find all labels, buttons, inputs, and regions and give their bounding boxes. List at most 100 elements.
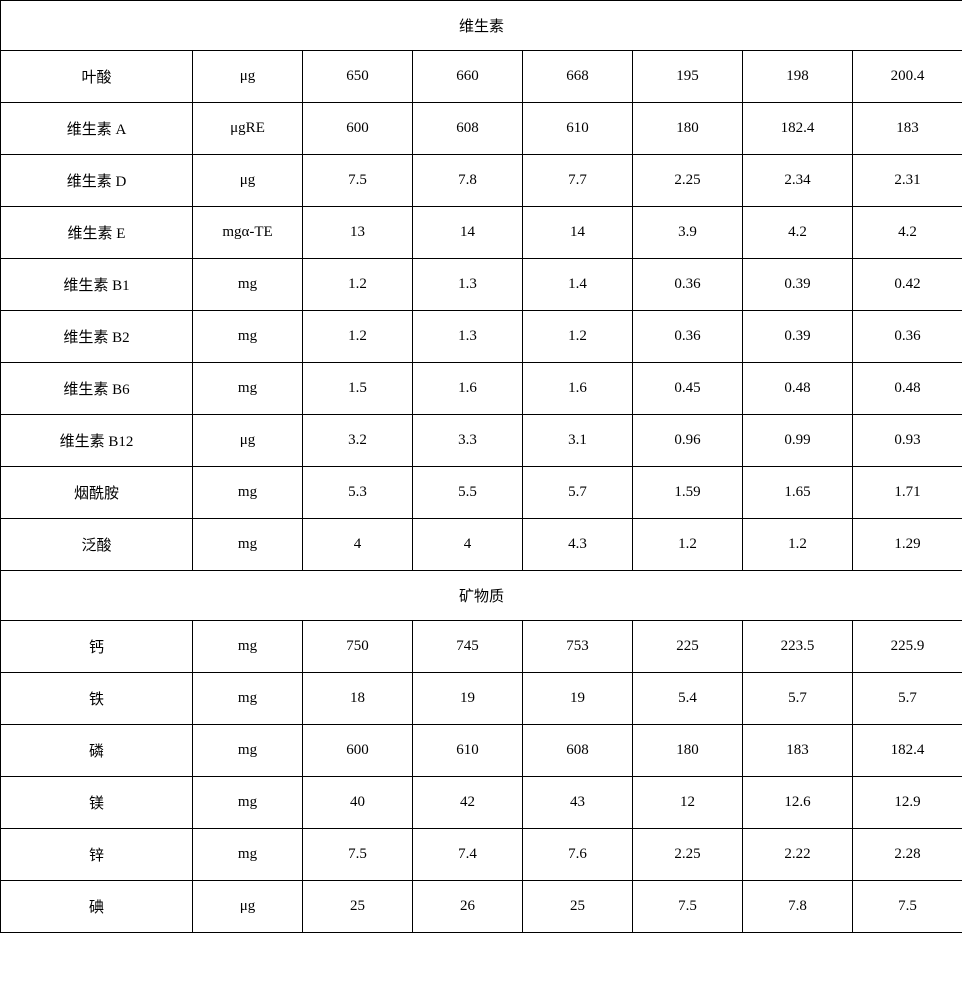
table-row: 镁mg4042431212.612.9 (1, 777, 962, 829)
nutrient-value: 12 (633, 777, 743, 829)
nutrient-value: 12.6 (743, 777, 853, 829)
nutrient-value: 182.4 (853, 725, 962, 777)
nutrient-name: 维生素 E (1, 207, 193, 259)
nutrient-value: 0.36 (633, 259, 743, 311)
nutrient-unit: μg (193, 155, 303, 207)
nutrient-value: 610 (523, 103, 633, 155)
nutrient-value: 668 (523, 51, 633, 103)
nutrient-unit: mg (193, 519, 303, 571)
table-row: 铁mg1819195.45.75.7 (1, 673, 962, 725)
nutrient-value: 0.36 (633, 311, 743, 363)
table-row: 维生素 B12μg3.23.33.10.960.990.93 (1, 415, 962, 467)
nutrient-value: 600 (303, 103, 413, 155)
nutrient-value: 7.5 (303, 829, 413, 881)
nutrient-value: 0.45 (633, 363, 743, 415)
nutrient-value: 7.5 (303, 155, 413, 207)
table-row: 泛酸mg444.31.21.21.29 (1, 519, 962, 571)
table-row: 钙mg750745753225223.5225.9 (1, 621, 962, 673)
nutrient-value: 19 (523, 673, 633, 725)
nutrient-value: 0.39 (743, 259, 853, 311)
table-row: 烟酰胺mg5.35.55.71.591.651.71 (1, 467, 962, 519)
table-row: 锌mg7.57.47.62.252.222.28 (1, 829, 962, 881)
nutrient-value: 25 (303, 881, 413, 933)
table-row: 维生素 Emgα-TE1314143.94.24.2 (1, 207, 962, 259)
nutrient-unit: μg (193, 881, 303, 933)
nutrient-value: 14 (523, 207, 633, 259)
nutrient-unit: mg (193, 725, 303, 777)
nutrient-value: 195 (633, 51, 743, 103)
nutrient-value: 13 (303, 207, 413, 259)
nutrient-value: 7.5 (853, 881, 962, 933)
table-row: 磷mg600610608180183182.4 (1, 725, 962, 777)
nutrient-value: 1.4 (523, 259, 633, 311)
nutrient-value: 19 (413, 673, 523, 725)
nutrient-name: 铁 (1, 673, 193, 725)
nutrient-unit: μg (193, 51, 303, 103)
nutrient-value: 753 (523, 621, 633, 673)
table-row: 碘μg2526257.57.87.5 (1, 881, 962, 933)
nutrient-value: 0.96 (633, 415, 743, 467)
nutrient-value: 608 (413, 103, 523, 155)
nutrient-value: 1.2 (523, 311, 633, 363)
nutrient-value: 200.4 (853, 51, 962, 103)
section-title: 矿物质 (1, 571, 962, 621)
page: 维生素叶酸μg650660668195198200.4维生素 AμgRE6006… (0, 0, 962, 933)
nutrient-value: 0.93 (853, 415, 962, 467)
nutrient-value: 1.6 (413, 363, 523, 415)
nutrient-name: 烟酰胺 (1, 467, 193, 519)
table-row: 维生素 B6mg1.51.61.60.450.480.48 (1, 363, 962, 415)
nutrient-value: 7.8 (413, 155, 523, 207)
nutrient-name: 锌 (1, 829, 193, 881)
nutrient-value: 4.2 (853, 207, 962, 259)
nutrient-value: 182.4 (743, 103, 853, 155)
nutrient-unit: mg (193, 777, 303, 829)
nutrient-value: 1.2 (743, 519, 853, 571)
nutrient-unit: μgRE (193, 103, 303, 155)
nutrition-table: 维生素叶酸μg650660668195198200.4维生素 AμgRE6006… (0, 0, 962, 933)
nutrient-value: 183 (743, 725, 853, 777)
nutrient-value: 2.25 (633, 155, 743, 207)
table-row: 叶酸μg650660668195198200.4 (1, 51, 962, 103)
nutrient-value: 40 (303, 777, 413, 829)
nutrient-name: 维生素 B1 (1, 259, 193, 311)
nutrient-name: 叶酸 (1, 51, 193, 103)
nutrient-value: 1.3 (413, 259, 523, 311)
nutrient-value: 1.6 (523, 363, 633, 415)
nutrient-value: 0.39 (743, 311, 853, 363)
nutrient-name: 维生素 B2 (1, 311, 193, 363)
nutrient-value: 610 (413, 725, 523, 777)
nutrient-value: 18 (303, 673, 413, 725)
table-row: 维生素 Dμg7.57.87.72.252.342.31 (1, 155, 962, 207)
nutrient-value: 3.1 (523, 415, 633, 467)
nutrient-value: 223.5 (743, 621, 853, 673)
nutrient-value: 1.65 (743, 467, 853, 519)
nutrient-value: 0.48 (853, 363, 962, 415)
table-body: 维生素叶酸μg650660668195198200.4维生素 AμgRE6006… (1, 1, 962, 933)
nutrient-value: 2.25 (633, 829, 743, 881)
nutrient-value: 750 (303, 621, 413, 673)
nutrient-value: 225 (633, 621, 743, 673)
nutrient-name: 维生素 B6 (1, 363, 193, 415)
nutrient-value: 3.3 (413, 415, 523, 467)
nutrient-name: 泛酸 (1, 519, 193, 571)
section-header-row: 矿物质 (1, 571, 962, 621)
nutrient-value: 7.8 (743, 881, 853, 933)
table-row: 维生素 B2mg1.21.31.20.360.390.36 (1, 311, 962, 363)
nutrient-value: 1.2 (303, 259, 413, 311)
nutrient-value: 7.7 (523, 155, 633, 207)
nutrient-value: 25 (523, 881, 633, 933)
nutrient-value: 600 (303, 725, 413, 777)
nutrient-value: 0.36 (853, 311, 962, 363)
nutrient-value: 7.4 (413, 829, 523, 881)
nutrient-name: 镁 (1, 777, 193, 829)
nutrient-value: 180 (633, 103, 743, 155)
nutrient-value: 608 (523, 725, 633, 777)
nutrient-unit: mg (193, 829, 303, 881)
nutrient-value: 12.9 (853, 777, 962, 829)
nutrient-value: 1.2 (303, 311, 413, 363)
nutrient-value: 660 (413, 51, 523, 103)
nutrient-value: 43 (523, 777, 633, 829)
nutrient-value: 4.3 (523, 519, 633, 571)
nutrient-name: 磷 (1, 725, 193, 777)
nutrient-value: 7.6 (523, 829, 633, 881)
